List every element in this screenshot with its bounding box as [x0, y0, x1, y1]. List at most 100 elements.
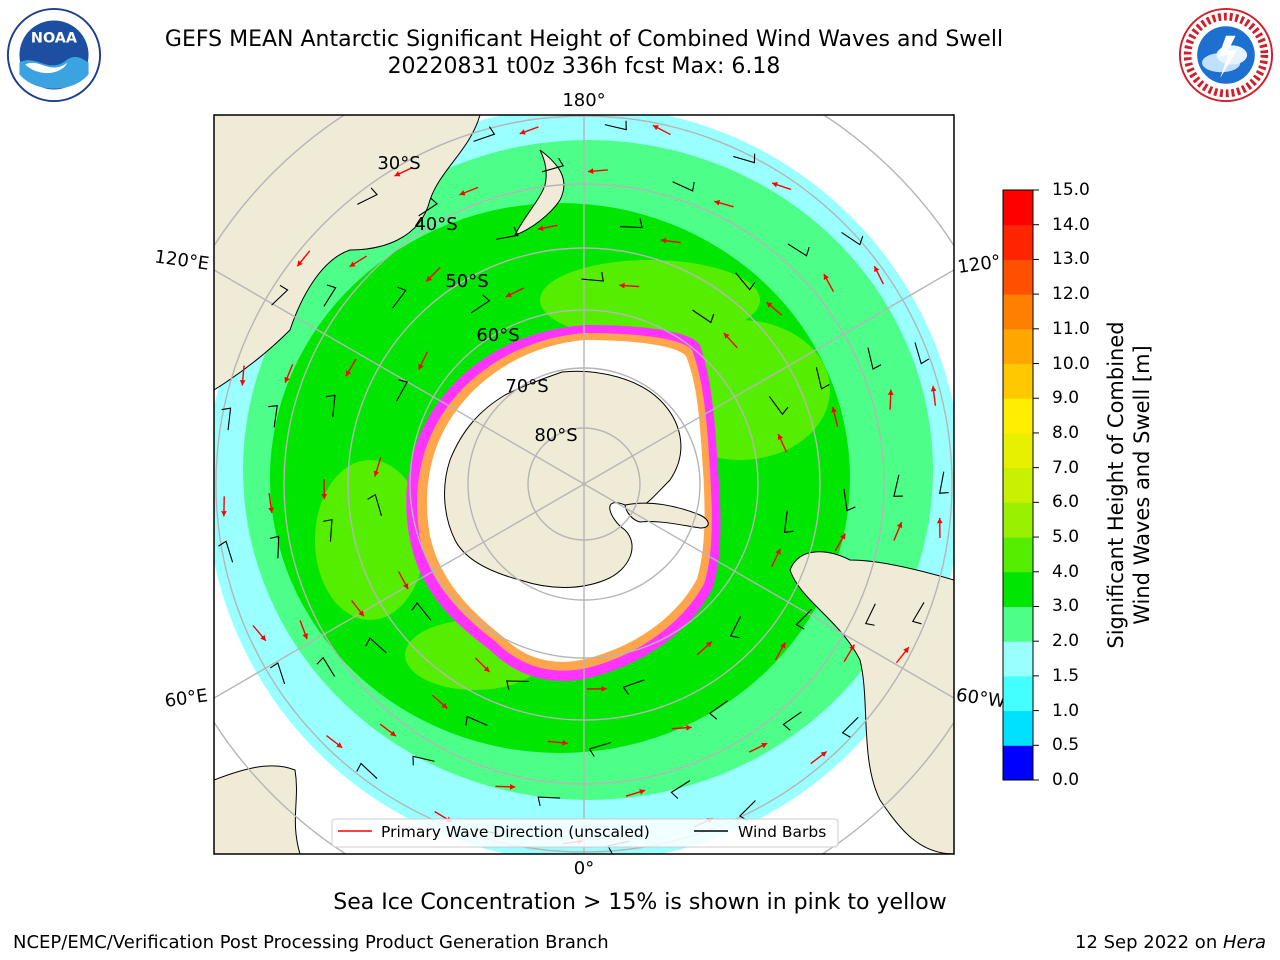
- wave-direction-arrowhead: [660, 237, 667, 244]
- wind-barb: [893, 474, 903, 497]
- wave-direction-arrowhead: [780, 642, 786, 649]
- wave-direction-arrowhead: [297, 260, 303, 267]
- wind-barb: [914, 342, 930, 365]
- colorbar-tick-label: 0.5: [1052, 735, 1080, 756]
- wave-direction-arrowhead: [505, 291, 512, 298]
- wave-direction-arrowhead: [537, 225, 544, 231]
- colorbar-tick-label: 9.0: [1052, 388, 1080, 409]
- colorbar-block: [1003, 641, 1033, 677]
- colorbar-label-line1: Significant Height of Combined: [1104, 321, 1128, 649]
- colorbar-block: [1003, 190, 1033, 226]
- chart-title: GEFS MEAN Antarctic Significant Height o…: [164, 27, 1004, 52]
- wind-barb: [815, 367, 830, 390]
- colorbar-tick-label: 14.0: [1052, 214, 1090, 235]
- nws-logo-icon: [1178, 7, 1274, 103]
- wind-barb: [867, 347, 882, 370]
- wave-direction-arrowhead: [358, 610, 364, 617]
- lon-label-0: 0°: [574, 858, 594, 879]
- wind-barb: [268, 405, 278, 428]
- wave-direction-arrowhead: [831, 406, 837, 413]
- wave-direction-arrowhead: [221, 511, 227, 517]
- colorbar-block: [1003, 537, 1033, 573]
- wave-direction-arrowhead: [936, 517, 943, 524]
- wave-direction-arrowhead: [777, 434, 784, 440]
- lon-label-120e: 120°E: [153, 246, 210, 274]
- footer-date: 12 Sep 2022 on: [1075, 932, 1223, 953]
- colorbar-block: [1003, 571, 1033, 607]
- colorbar-block: [1003, 467, 1033, 503]
- wave-direction-arrowhead: [930, 385, 937, 392]
- colorbar-tick-label: 8.0: [1052, 422, 1080, 443]
- wind-barb: [357, 187, 378, 205]
- colorbar-block: [1003, 259, 1033, 295]
- wave-direction-arrowhead: [483, 666, 490, 673]
- wave-direction-arrowhead: [373, 470, 380, 477]
- wind-barbs-legend-label: Wind Barbs: [738, 823, 826, 841]
- wind-barb: [269, 662, 286, 685]
- colorbar-tick-label: 10.0: [1052, 353, 1090, 374]
- wind-barb: [841, 716, 859, 738]
- lat-label-70s: 70°S: [505, 376, 548, 397]
- lon-label-60w: 60°W: [955, 685, 1007, 713]
- wave-direction-arrowhead: [302, 633, 308, 640]
- colorbar-tick-label: 5.0: [1052, 527, 1080, 548]
- wind-barb: [473, 126, 496, 142]
- wave-direction-arrowhead: [849, 644, 855, 651]
- colorbar-block: [1003, 398, 1033, 434]
- colorbar-block: [1003, 745, 1033, 781]
- wind-barb: [864, 603, 876, 626]
- wave-direction-arrowhead: [840, 533, 846, 540]
- wave-direction-arrowhead: [239, 379, 246, 386]
- colorbar-block: [1003, 294, 1033, 330]
- wave-direction-arrowhead: [619, 282, 625, 289]
- colorbar-block: [1003, 606, 1033, 642]
- lon-label-180: 180°: [562, 90, 605, 111]
- wind-barb: [708, 700, 729, 720]
- footer-left: NCEP/EMC/Verification Post Processing Pr…: [13, 932, 609, 953]
- wave-direction-arrowhead: [509, 783, 516, 790]
- africa-madagascar-land: [214, 765, 301, 854]
- wind-barb: [733, 153, 756, 164]
- wave-direction-arrowhead: [390, 730, 396, 737]
- antarctic-peninsula-land: [624, 502, 709, 529]
- antarctica-land: [444, 370, 682, 588]
- wave-direction-arrowhead: [394, 171, 401, 177]
- colorbar-tick-label: 4.0: [1052, 561, 1080, 582]
- wave-direction-arrowhead: [349, 261, 356, 267]
- wave-direction-arrowhead: [260, 634, 266, 641]
- colorbar-label-line2: Wind Waves and Swell [m]: [1130, 345, 1154, 625]
- wind-barb: [271, 284, 289, 306]
- wave-direction-arrowhead: [896, 522, 903, 529]
- wave-direction-arrowhead: [345, 370, 352, 377]
- wave-direction-arrowhead: [441, 702, 448, 709]
- wave-direction-arrowhead: [723, 332, 730, 339]
- wind-barb: [729, 616, 742, 639]
- wave-direction-arrowhead: [459, 190, 466, 196]
- wave-direction-arrowhead: [686, 724, 692, 731]
- wave-direction-arrowhead: [321, 493, 328, 500]
- wind-barb: [787, 243, 810, 257]
- wave-direction-arrowhead: [601, 685, 607, 692]
- wave-direction-arrowhead: [823, 273, 829, 280]
- colorbar-tick-label: 6.0: [1052, 492, 1080, 513]
- colorbar: [1002, 189, 1039, 781]
- wave-direction-arrowhead: [714, 200, 721, 206]
- wave-direction-arrowhead: [887, 389, 894, 396]
- colorbar-tick-label: 3.0: [1052, 596, 1080, 617]
- wave-direction-arrowhead: [761, 743, 768, 749]
- wind-barb: [465, 715, 488, 726]
- wind-barb: [581, 272, 604, 282]
- wind-barb: [325, 394, 336, 418]
- wind-barb: [496, 226, 519, 240]
- wind-barb: [221, 407, 232, 431]
- wind-barb: [670, 780, 691, 799]
- new-zealand-land: [514, 149, 565, 236]
- lat-label-40s: 40°S: [414, 214, 457, 235]
- colorbar-block: [1003, 328, 1033, 365]
- wave-direction-arrowhead: [284, 376, 290, 383]
- wave-direction-arrowhead: [766, 302, 773, 308]
- colorbar-block: [1003, 710, 1033, 746]
- wind-barb: [620, 218, 643, 229]
- footer-right: 12 Sep 2022 on Hera: [1075, 932, 1266, 953]
- wind-barb: [392, 286, 407, 309]
